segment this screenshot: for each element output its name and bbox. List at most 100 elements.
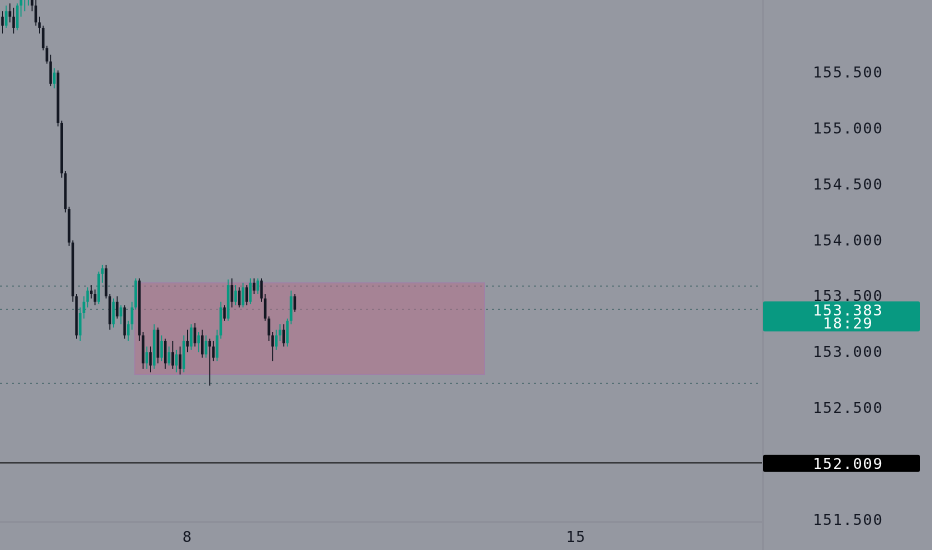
candle	[249, 278, 252, 305]
candle	[134, 278, 137, 310]
candle	[19, 0, 23, 17]
candle	[75, 294, 78, 339]
candle-body	[90, 290, 93, 295]
candle	[67, 206, 71, 246]
level-price-tag[interactable]	[763, 454, 920, 472]
candle-body	[156, 329, 160, 358]
candle	[245, 285, 248, 306]
candle	[123, 305, 126, 339]
current-price-label: 153.383	[813, 301, 883, 319]
candle-body	[34, 5, 38, 23]
candle-body	[275, 335, 278, 347]
candle-body	[119, 307, 123, 317]
candle	[263, 294, 267, 321]
candle	[215, 329, 219, 362]
candle-body	[289, 296, 293, 321]
candle	[16, 3, 19, 31]
candle	[278, 324, 282, 341]
candle	[4, 5, 8, 28]
candle-body	[19, 0, 23, 6]
candle-body	[167, 352, 171, 364]
candle	[60, 120, 63, 178]
candle-body	[145, 352, 149, 364]
candle	[260, 278, 263, 302]
candle-body	[67, 209, 71, 243]
candle-body	[127, 324, 130, 336]
candle-body	[226, 285, 230, 319]
candle	[108, 294, 112, 330]
candle-body	[138, 280, 141, 336]
candle-body	[249, 282, 252, 302]
candle-body	[212, 346, 215, 358]
candle-body	[282, 329, 285, 344]
candle	[104, 264, 108, 299]
candle	[289, 290, 293, 325]
candle-body	[112, 301, 115, 325]
candle-body	[108, 296, 112, 325]
candle-body	[141, 335, 145, 364]
candle	[78, 307, 82, 341]
candle	[90, 285, 93, 299]
candle	[197, 332, 200, 353]
candle-body	[97, 273, 100, 302]
candle-body	[230, 285, 234, 302]
candle-body	[123, 307, 126, 336]
candle-body	[178, 354, 182, 369]
candle	[41, 25, 45, 51]
candle-body	[53, 72, 56, 84]
candle-body	[238, 290, 241, 306]
candle-body	[252, 282, 256, 291]
candle	[34, 0, 38, 26]
candle	[112, 298, 115, 328]
candle-body	[241, 287, 245, 306]
candle	[167, 346, 171, 366]
candle	[230, 278, 234, 308]
candle-body	[286, 320, 289, 344]
candle	[127, 320, 130, 341]
candle-body	[115, 301, 119, 317]
candle-body	[93, 294, 97, 302]
candle-body	[64, 173, 67, 210]
candle-body	[271, 335, 274, 347]
candle	[226, 279, 230, 321]
candle	[130, 301, 134, 330]
candle	[204, 335, 208, 358]
candle-body	[245, 287, 248, 302]
candle-body	[16, 5, 19, 28]
candle	[38, 16, 41, 34]
candle-body	[175, 354, 178, 366]
candle-body	[78, 313, 82, 336]
candle	[241, 282, 245, 308]
candle-body	[75, 296, 78, 336]
level-price-label: 152.009	[813, 455, 883, 473]
candle	[286, 318, 289, 347]
candle	[56, 70, 60, 127]
y-tick-label: 155.000	[813, 120, 883, 138]
candle	[201, 329, 204, 358]
candle	[182, 335, 186, 373]
range-box[interactable]	[134, 282, 485, 375]
candle-body	[186, 340, 189, 347]
candle-body	[267, 318, 271, 336]
candle-body	[12, 16, 15, 28]
candle-body	[1, 16, 4, 26]
candle-body	[104, 268, 108, 297]
candle	[24, 0, 26, 12]
candle	[175, 349, 178, 373]
candle	[1, 11, 4, 34]
candle	[152, 324, 156, 369]
candle-body	[41, 27, 45, 49]
candle-body	[215, 335, 219, 358]
y-tick-label: 154.500	[813, 175, 883, 193]
x-tick-label: 8	[182, 528, 192, 546]
candle	[30, 0, 34, 12]
current-price-tag[interactable]	[763, 301, 920, 332]
candle	[234, 285, 237, 306]
candle	[208, 338, 211, 386]
candle	[45, 45, 49, 64]
candle	[223, 305, 226, 321]
candle	[186, 329, 189, 353]
candle-body	[71, 242, 75, 297]
